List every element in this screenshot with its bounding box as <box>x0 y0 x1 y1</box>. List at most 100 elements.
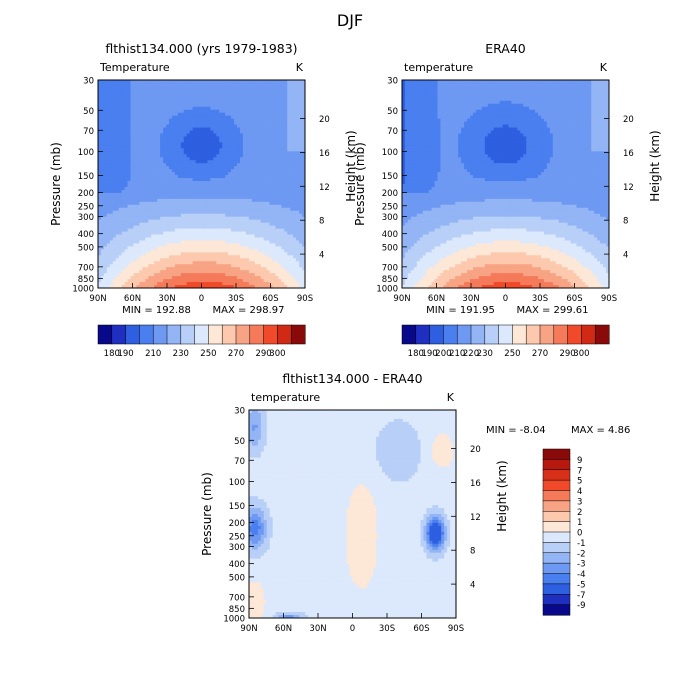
contour-cell <box>168 127 173 131</box>
contour-cell <box>133 228 137 232</box>
contour-cell <box>222 279 226 283</box>
contour-cell <box>124 127 128 131</box>
contour-cell <box>210 169 214 173</box>
contour-cell <box>171 139 176 143</box>
contour-cell <box>183 243 188 247</box>
contour-cell <box>234 139 238 143</box>
contour-cell <box>239 157 244 161</box>
contour-cell <box>201 264 205 268</box>
contour-cell <box>130 222 134 226</box>
contour-cell <box>272 213 276 218</box>
contour-cell <box>213 175 217 179</box>
contour-cell <box>177 186 182 191</box>
contour-cell <box>210 154 214 158</box>
contour-cell <box>112 157 117 161</box>
contour-cell <box>254 175 259 179</box>
contour-cell <box>204 127 208 131</box>
contour-cell <box>245 210 250 215</box>
contour-cell <box>210 127 214 131</box>
contour-cell <box>284 204 288 209</box>
contour-cell <box>213 210 217 215</box>
contour-cell <box>109 267 114 271</box>
contour-cell <box>100 225 105 229</box>
contour-cell <box>121 136 126 140</box>
contour-cell <box>163 195 167 200</box>
contour-cell <box>154 285 158 289</box>
contour-cell <box>213 151 217 155</box>
contour-cell <box>103 160 108 164</box>
contour-cell <box>124 130 128 134</box>
contour-cell <box>296 231 300 235</box>
contour-cell <box>228 273 232 277</box>
contour-cell <box>186 204 191 209</box>
contour-cell <box>266 172 270 176</box>
contour-cell <box>260 204 264 209</box>
contour-cell <box>275 243 279 247</box>
contour-cell <box>272 169 276 173</box>
contour-cell <box>234 261 238 265</box>
contour-cell <box>207 136 211 140</box>
contour-cell <box>216 186 220 191</box>
contour-cell <box>228 163 232 167</box>
contour-cell <box>245 109 250 114</box>
contour-cell <box>263 142 267 146</box>
contour-cell <box>210 276 214 280</box>
contour-cell <box>257 139 262 143</box>
contour-cell <box>236 118 241 122</box>
contour-cell <box>98 124 102 128</box>
contour-cell <box>192 225 196 229</box>
contour-cell <box>245 198 250 203</box>
contour-cell <box>260 258 264 262</box>
contour-cell <box>245 97 250 102</box>
contour-cell <box>213 204 217 209</box>
contour-cell <box>115 136 120 140</box>
contour-cell <box>514 80 518 84</box>
contour-cell <box>136 151 140 155</box>
contour-cell <box>272 228 276 232</box>
contour-cell <box>133 160 137 164</box>
contour-cell <box>163 201 167 206</box>
contour-cell <box>299 249 303 253</box>
contour-cell <box>216 249 220 253</box>
contour-cell <box>166 189 170 194</box>
contour-cell <box>210 124 214 128</box>
contour-cell <box>180 222 185 226</box>
contour-cell <box>177 145 182 149</box>
contour-cell <box>124 213 128 218</box>
contour-cell <box>296 198 300 203</box>
contour-cell <box>281 201 285 206</box>
contour-cell <box>139 249 143 253</box>
contour-cell <box>106 124 111 128</box>
contour-cell <box>207 112 211 117</box>
contour-cell <box>419 80 424 84</box>
contour-cell <box>210 192 214 197</box>
contour-cell <box>281 246 285 250</box>
contour-cell <box>293 237 297 241</box>
contour-cell <box>157 249 161 253</box>
contour-cell <box>219 258 223 262</box>
contour-cell <box>207 103 211 108</box>
contour-cell <box>254 124 259 128</box>
contour-cell <box>177 225 182 229</box>
contour-cell <box>124 94 128 99</box>
contour-cell <box>287 142 291 146</box>
contour-cell <box>302 270 306 274</box>
contour-cell <box>177 222 182 226</box>
contour-cell <box>109 273 114 277</box>
contour-cell <box>234 124 238 128</box>
contour-cell <box>121 219 126 224</box>
contour-cell <box>189 103 194 108</box>
contour-cell <box>287 222 291 226</box>
contour-cell <box>139 136 143 140</box>
contour-cell <box>275 112 279 117</box>
contour-cell <box>257 160 262 164</box>
contour-cell <box>248 216 253 221</box>
contour-cell <box>263 163 267 167</box>
contour-cell <box>299 157 303 161</box>
contour-cell <box>296 130 300 134</box>
y-tick-label: 500 <box>78 243 94 253</box>
contour-cell <box>139 82 143 87</box>
contour-cell <box>204 106 208 111</box>
contour-cell <box>160 145 164 149</box>
contour-cell <box>154 184 158 188</box>
